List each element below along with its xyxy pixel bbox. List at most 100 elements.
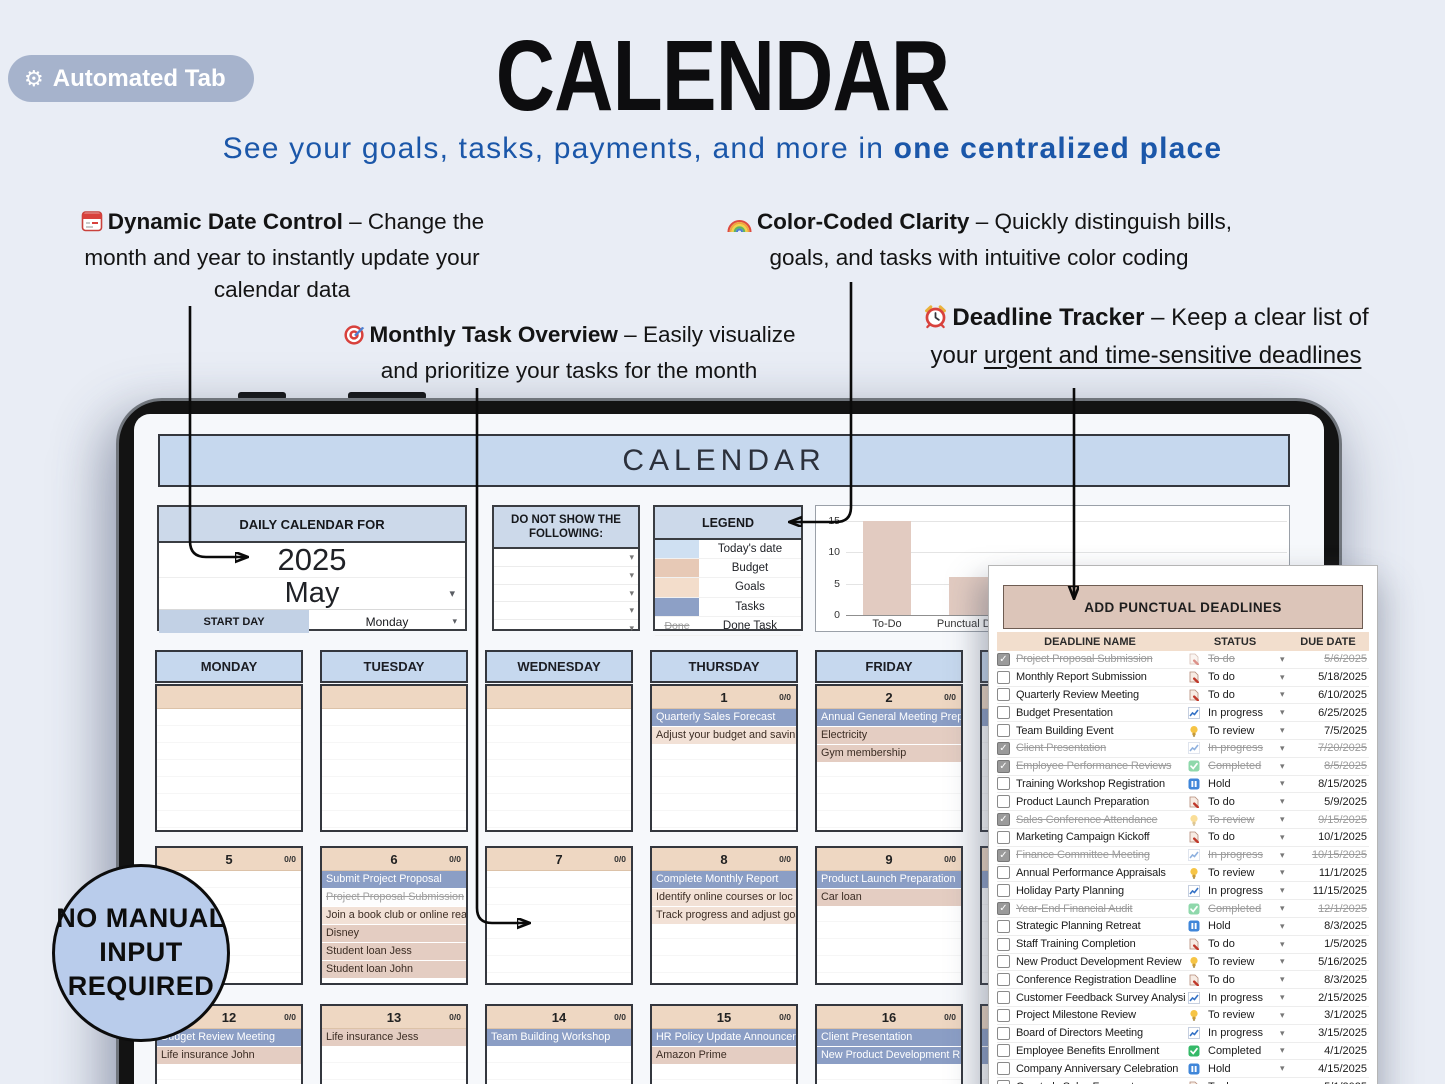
- status-value[interactable]: In progress: [1208, 991, 1264, 1004]
- status-value[interactable]: In progress: [1208, 1027, 1264, 1040]
- start-day-selector[interactable]: Monday ▾: [309, 610, 465, 633]
- chevron-down-icon[interactable]: ▾: [1280, 1027, 1285, 1038]
- deadline-name[interactable]: Holiday Party Planning: [1016, 884, 1124, 897]
- deadline-name[interactable]: Conference Registration Deadline: [1016, 973, 1177, 986]
- deadline-name[interactable]: Year-End Financial Audit: [1016, 902, 1133, 915]
- deadline-name[interactable]: Training Workshop Registration: [1016, 777, 1165, 790]
- status-value[interactable]: Completed: [1208, 1044, 1262, 1057]
- event-task[interactable]: Product Launch Preparation: [817, 871, 961, 888]
- event-goal[interactable]: Adjust your budget and savin: [652, 727, 796, 744]
- deadline-name[interactable]: Board of Directors Meeting: [1016, 1027, 1143, 1040]
- event-budget[interactable]: Student loan Jess: [322, 943, 466, 960]
- event-task[interactable]: Annual General Meeting Prep: [817, 709, 961, 726]
- event-goal[interactable]: Join a book club or online rea: [322, 907, 466, 924]
- row-checkbox[interactable]: [997, 973, 1010, 987]
- status-value[interactable]: To do: [1208, 831, 1235, 844]
- row-checkbox[interactable]: [997, 724, 1010, 738]
- chevron-down-icon[interactable]: ▾: [1280, 1009, 1285, 1020]
- status-value[interactable]: To do: [1208, 653, 1235, 666]
- event-task[interactable]: Complete Monthly Report: [652, 871, 796, 888]
- chevron-down-icon[interactable]: ▾: [1280, 920, 1285, 931]
- deadline-name[interactable]: Project Milestone Review: [1016, 1009, 1136, 1022]
- chevron-down-icon[interactable]: ▾: [1280, 742, 1285, 753]
- chevron-down-icon[interactable]: ▾: [1280, 867, 1285, 878]
- row-checkbox[interactable]: [997, 1062, 1010, 1076]
- event-task[interactable]: Submit Project Proposal: [322, 871, 466, 888]
- status-value[interactable]: In progress: [1208, 742, 1264, 755]
- deadline-name[interactable]: Team Building Event: [1016, 724, 1114, 737]
- status-value[interactable]: Completed: [1208, 902, 1262, 915]
- row-checkbox[interactable]: [997, 991, 1010, 1005]
- status-value[interactable]: To do: [1208, 938, 1235, 951]
- event-goal[interactable]: Track progress and adjust goa: [652, 907, 796, 924]
- deadline-name[interactable]: Employee Performance Reviews: [1016, 760, 1172, 773]
- event-task[interactable]: New Product Development R: [817, 1047, 961, 1064]
- row-checkbox[interactable]: [997, 1080, 1010, 1084]
- row-checkbox[interactable]: [997, 866, 1010, 880]
- row-checkbox[interactable]: [997, 884, 1010, 898]
- row-checkbox[interactable]: [997, 706, 1010, 720]
- deadline-name[interactable]: Sales Conference Attendance: [1016, 813, 1158, 826]
- deadline-name[interactable]: Annual Performance Appraisals: [1016, 866, 1166, 879]
- filter-dropdown[interactable]: ▾: [494, 620, 638, 637]
- status-value[interactable]: To review: [1208, 724, 1255, 737]
- row-checkbox[interactable]: [997, 919, 1010, 933]
- filter-dropdown[interactable]: ▾: [494, 567, 638, 585]
- deadline-name[interactable]: Project Proposal Submission: [1016, 653, 1153, 666]
- deadline-name[interactable]: New Product Development Review: [1016, 955, 1182, 968]
- deadline-name[interactable]: Budget Presentation: [1016, 706, 1113, 719]
- chevron-down-icon[interactable]: ▾: [1280, 956, 1285, 967]
- status-value[interactable]: To do: [1208, 795, 1235, 808]
- deadline-name[interactable]: Customer Feedback Survey Analysis: [1016, 991, 1186, 1004]
- deadline-name[interactable]: Marketing Campaign Kickoff: [1016, 831, 1150, 844]
- chevron-down-icon[interactable]: ▾: [1280, 814, 1285, 825]
- chevron-down-icon[interactable]: ▾: [1280, 885, 1285, 896]
- event-task[interactable]: Client Presentation: [817, 1029, 961, 1046]
- event-task[interactable]: HR Policy Update Announcer: [652, 1029, 796, 1046]
- event-goal[interactable]: Identify online courses or loc: [652, 889, 796, 906]
- deadline-name[interactable]: Staff Training Completion: [1016, 938, 1136, 951]
- row-checkbox[interactable]: [997, 670, 1010, 684]
- deadline-name[interactable]: Client Presentation: [1016, 742, 1107, 755]
- chevron-down-icon[interactable]: ▾: [1280, 903, 1285, 914]
- status-value[interactable]: In progress: [1208, 849, 1264, 862]
- chevron-down-icon[interactable]: ▾: [1280, 849, 1285, 860]
- deadline-name[interactable]: Monthly Report Submission: [1016, 671, 1147, 684]
- status-value[interactable]: To review: [1208, 1009, 1255, 1022]
- filter-dropdown[interactable]: ▾: [494, 602, 638, 621]
- row-checkbox[interactable]: [997, 1008, 1010, 1022]
- filter-dropdown[interactable]: ▾: [494, 549, 638, 567]
- status-value[interactable]: To do: [1208, 973, 1235, 986]
- status-value[interactable]: Hold: [1208, 1062, 1231, 1075]
- filter-dropdown[interactable]: ▾: [494, 585, 638, 603]
- status-value[interactable]: Hold: [1208, 777, 1231, 790]
- chevron-down-icon[interactable]: ▾: [1280, 796, 1285, 807]
- deadline-name[interactable]: Strategic Planning Retreat: [1016, 920, 1141, 933]
- chevron-down-icon[interactable]: ▾: [1280, 831, 1285, 842]
- row-checkbox[interactable]: [997, 795, 1010, 809]
- status-value[interactable]: Completed: [1208, 760, 1262, 773]
- chevron-down-icon[interactable]: ▾: [1280, 760, 1285, 771]
- chevron-down-icon[interactable]: ▾: [1280, 992, 1285, 1003]
- row-checkbox[interactable]: ✓: [997, 848, 1010, 862]
- status-value[interactable]: To do: [1208, 688, 1235, 701]
- chevron-down-icon[interactable]: ▾: [1280, 974, 1285, 985]
- row-checkbox[interactable]: [997, 1044, 1010, 1058]
- event-budget[interactable]: Amazon Prime: [652, 1047, 796, 1064]
- event-budget[interactable]: Electricity: [817, 727, 961, 744]
- month-selector[interactable]: May ▾: [159, 577, 465, 609]
- deadline-name[interactable]: Finance Committee Meeting: [1016, 849, 1150, 862]
- status-value[interactable]: In progress: [1208, 884, 1264, 897]
- chevron-down-icon[interactable]: ▾: [1280, 1081, 1293, 1084]
- chevron-down-icon[interactable]: ▾: [1280, 653, 1285, 664]
- event-budget[interactable]: Student loan John: [322, 961, 466, 978]
- row-checkbox[interactable]: [997, 688, 1010, 702]
- row-checkbox[interactable]: [997, 1026, 1010, 1040]
- status-value[interactable]: To do: [1208, 671, 1235, 684]
- row-checkbox[interactable]: ✓: [997, 759, 1010, 773]
- event-task[interactable]: Budget Review Meeting: [157, 1029, 301, 1046]
- event-budget[interactable]: Disney: [322, 925, 466, 942]
- status-value[interactable]: To review: [1208, 866, 1255, 879]
- deadline-name[interactable]: Company Anniversary Celebration: [1016, 1062, 1179, 1075]
- chevron-down-icon[interactable]: ▾: [1280, 725, 1285, 736]
